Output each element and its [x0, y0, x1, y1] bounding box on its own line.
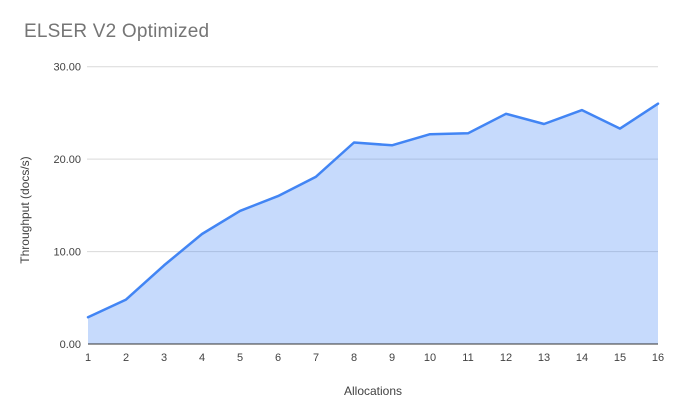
chart-title: ELSER V2 Optimized [24, 21, 210, 42]
x-tick-label: 6 [275, 352, 281, 364]
x-tick-label: 16 [652, 352, 664, 364]
series-line [86, 102, 660, 319]
x-tick-label: 2 [123, 352, 129, 364]
x-tick-label: 7 [313, 352, 319, 364]
x-tick-label: 10 [424, 352, 436, 364]
x-axis-title: Allocations [343, 384, 403, 398]
x-tick-label: 13 [538, 352, 550, 364]
x-tick-label: 1 [85, 352, 91, 364]
y-tick-label: 0.00 [60, 339, 81, 351]
area-fill [88, 103, 658, 344]
x-tick-label: 15 [614, 352, 626, 364]
x-tick-label: 9 [389, 352, 395, 364]
x-tick-label: 3 [161, 352, 167, 364]
x-tick-label: 12 [500, 352, 512, 364]
x-tick-label: 4 [199, 352, 205, 364]
x-tick-label: 5 [237, 352, 243, 364]
y-tick-label: 10.00 [53, 247, 81, 259]
y-tick-label: 20.00 [53, 154, 81, 166]
x-tick-label: 11 [462, 352, 473, 364]
x-tick-label: 8 [351, 352, 357, 364]
x-tick-label: 14 [576, 352, 588, 364]
y-tick-label: 30.00 [53, 62, 81, 74]
